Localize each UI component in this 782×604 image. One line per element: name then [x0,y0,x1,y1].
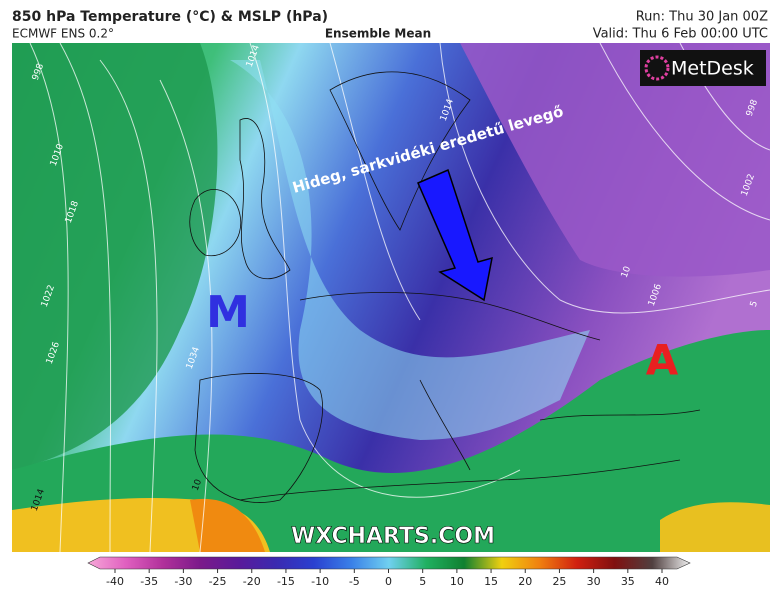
colorbar-tick-label: 5 [419,575,426,588]
colorbar-tick-label: -35 [140,575,158,588]
colorbar-tick-label: 40 [655,575,669,588]
cold-light-blue [230,60,590,440]
watermark: WXCHARTS.COM [291,524,495,549]
colorbar-tick-label: 25 [552,575,566,588]
colorbar-tick-label: -25 [209,575,227,588]
south-green [12,330,770,552]
cold-air-arrow [417,168,493,302]
colorbar: -40 -35 -30 -25 -20 -15 -10 -5 0 5 10 15 20 25 30 35 40 [87,556,691,588]
product: Ensemble Mean [325,27,431,41]
colorbar-tick-label: -5 [349,575,360,588]
purple-airmass [460,43,770,277]
model: ECMWF ENS 0.2° [12,27,114,41]
colorbar-tick-label: 0 [385,575,392,588]
colorbar-tick-label: -30 [174,575,192,588]
isobars [29,43,770,552]
logo: MetDesk [671,58,754,80]
colorbar-tick-label: 35 [621,575,635,588]
high-pressure-label: A [646,336,679,385]
valid: Valid: Thu 6 Feb 00:00 UTC [593,27,768,42]
colorbar-tick-label: 10 [450,575,464,588]
colorbar-tick-label: -20 [243,575,261,588]
colorbar-tick-label: -10 [311,575,329,588]
logo-icon [644,55,670,81]
warm-orange [190,498,265,552]
colorbar-bar [87,556,691,570]
colorbar-tick-label: 30 [587,575,601,588]
title: 850 hPa Temperature (°C) & MSLP (hPa) [12,9,328,25]
colorbar-tick-label: 20 [518,575,532,588]
green-airmass [12,43,218,470]
isobar-label: 10 [191,478,204,492]
colorbar-tick-label: -15 [277,575,295,588]
warm-yellow-east [660,502,770,552]
isobar-label: 10 [620,265,633,279]
map [12,43,770,552]
run: Run: Thu 30 Jan 00Z [636,10,768,25]
colorbar-tick-label: -40 [106,575,124,588]
low-pressure-label: M [206,287,250,338]
logo-box [640,50,766,86]
isobar-label: 5 [749,300,760,309]
colorbar-tick-label: 15 [484,575,498,588]
coastlines [189,71,701,503]
